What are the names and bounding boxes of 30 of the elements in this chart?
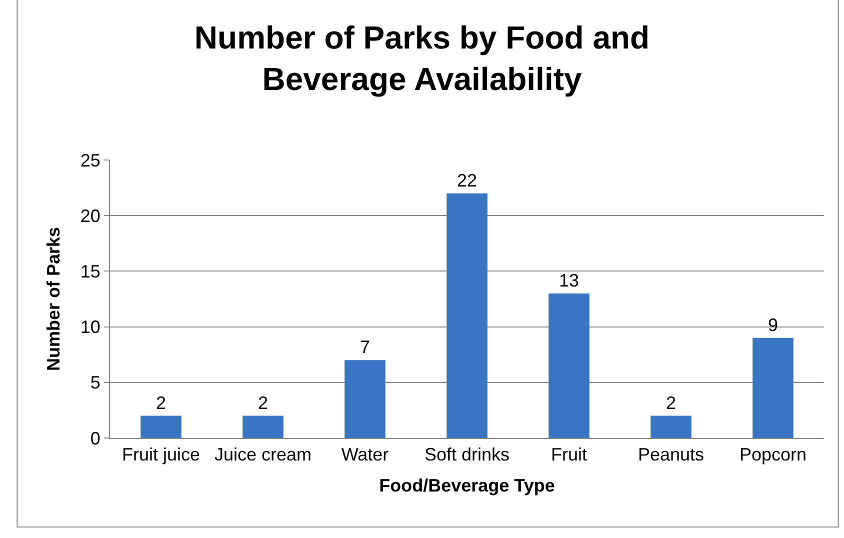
y-tick-label: 0 [90,428,100,448]
data-label: 9 [768,314,778,335]
bar [752,338,794,438]
x-tick-label: Fruit [551,444,587,465]
data-label: 22 [456,170,478,190]
x-axis-title: Food/Beverage Type [379,476,555,496]
x-tick-label: Juice cream [214,444,312,465]
bar [344,360,386,438]
x-tick-label: Soft drinks [424,444,510,465]
bar [446,193,488,438]
x-tick-label: Fruit juice [122,444,200,465]
data-label: 7 [360,337,370,358]
data-label: 13 [558,270,580,290]
bar [650,416,692,438]
x-tick-label: Popcorn [739,444,807,465]
y-tick-label: 20 [80,206,100,226]
x-tick-label: Peanuts [638,444,704,465]
data-label: 2 [258,392,268,413]
chart-title: Number of Parks by Food and Beverage Availability [194,19,650,98]
y-tick-label: 25 [80,150,100,170]
y-tick-label: 5 [90,372,100,393]
y-tick-label: 10 [80,317,100,338]
bar [242,416,284,438]
data-label: 2 [666,392,676,413]
data-label: 2 [156,392,166,413]
y-tick-label: 15 [80,262,100,282]
y-axis-title: Number of Parks [44,226,64,372]
bar [140,416,182,438]
x-tick-label: Water [341,444,389,465]
bar [548,293,590,438]
